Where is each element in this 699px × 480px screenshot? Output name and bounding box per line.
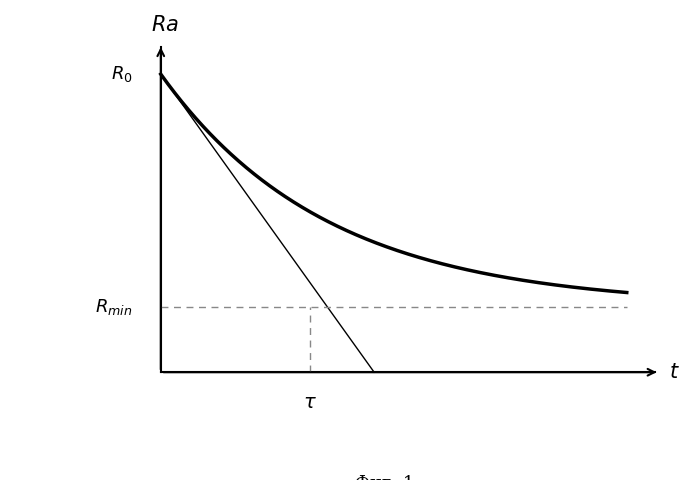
Text: $R_{min}$: $R_{min}$: [95, 297, 133, 317]
Text: $\tau$: $\tau$: [303, 393, 317, 412]
Text: $R_0$: $R_0$: [111, 64, 133, 84]
Text: $t$: $t$: [669, 362, 679, 382]
Text: Фиг. 1: Фиг. 1: [355, 475, 414, 480]
Text: $Ra$: $Ra$: [152, 15, 180, 36]
